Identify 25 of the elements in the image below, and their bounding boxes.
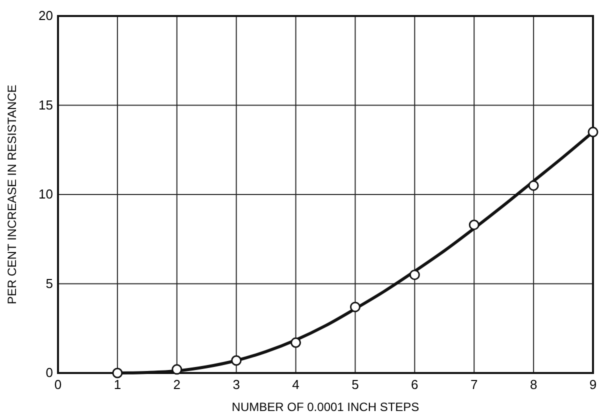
y-axis-title: PER CENT INCREASE IN RESISTANCE — [5, 84, 19, 304]
x-tick-label: 8 — [530, 377, 538, 392]
point — [231, 355, 242, 366]
y-tick-label: 15 — [38, 97, 53, 112]
y-tick-label: 10 — [38, 186, 53, 202]
point — [528, 180, 539, 191]
x-tick-label: 1 — [114, 377, 122, 392]
point — [588, 126, 598, 138]
x-tick-label: 9 — [589, 377, 597, 392]
x-tick-label: 7 — [470, 377, 478, 392]
x-tick-label: 2 — [173, 377, 181, 392]
y-tick-label: 5 — [46, 276, 53, 291]
y-tick-label: 0 — [46, 365, 53, 380]
point — [468, 220, 480, 230]
point — [409, 270, 420, 280]
point — [350, 302, 360, 312]
x-tick-label: 3 — [232, 377, 240, 392]
point — [290, 337, 302, 348]
y-tick-label: 20 — [38, 8, 53, 23]
x-tick-label: 6 — [411, 377, 418, 392]
x-tick-label: 4 — [292, 377, 300, 392]
x-axis-title: NUMBER OF 0.0001 INCH STEPS — [232, 400, 420, 414]
x-tick-label: 5 — [352, 377, 359, 392]
point — [112, 368, 123, 378]
point — [172, 364, 182, 375]
